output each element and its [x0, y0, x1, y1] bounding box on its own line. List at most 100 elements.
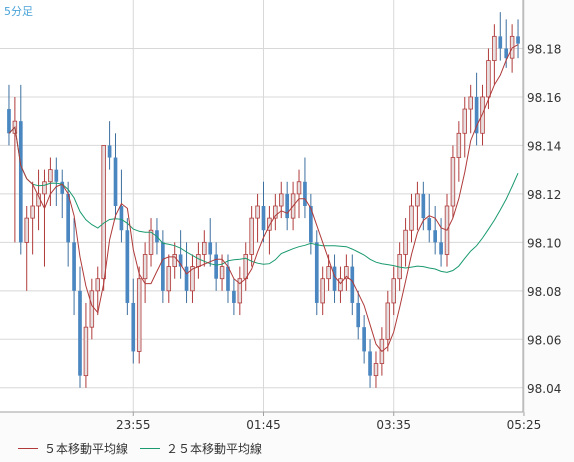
legend-ma5-swatch: [18, 448, 38, 449]
candle-body: [320, 278, 325, 304]
candle-body: [314, 242, 319, 303]
candlestick-chart: 98.04 98.06 98.08 98.10 98.12 98.14 98.16 98.18…: [0, 0, 561, 430]
candle-body: [48, 169, 53, 183]
candle-body: [54, 169, 59, 182]
y-tick-label: 98.10: [527, 236, 561, 250]
candle-body: [332, 266, 337, 291]
candle-body: [60, 181, 65, 194]
candle-body: [439, 242, 443, 255]
candle-body: [113, 157, 118, 206]
candle-body: [373, 363, 379, 377]
candle-body: [468, 96, 473, 110]
candle-body: [95, 278, 100, 292]
x-tick-label: 05:25: [507, 418, 542, 430]
candle-body: [219, 266, 225, 280]
legend: ５本移動平均線 ２５本移動平均線: [0, 430, 574, 462]
candle-body: [101, 145, 106, 280]
candle-body: [326, 266, 331, 280]
candle-body: [208, 242, 213, 255]
candle-body: [66, 193, 70, 243]
candle-body: [385, 302, 391, 340]
candle-body: [450, 157, 456, 207]
timeframe-label: 5分足: [4, 5, 33, 18]
candle-body: [480, 96, 485, 134]
candle-body: [350, 266, 355, 303]
legend-ma5: ５本移動平均線: [18, 440, 128, 457]
candle-body: [303, 181, 307, 206]
candle-body: [136, 278, 142, 352]
candle-body: [190, 266, 195, 292]
candle-body: [125, 230, 130, 303]
candle-body: [433, 230, 438, 243]
candle-body: [273, 205, 278, 219]
candle-body: [232, 290, 236, 303]
candle-body: [119, 206, 124, 231]
y-tick-label: 98.08: [527, 285, 561, 299]
x-tick-label: 01:45: [246, 418, 281, 430]
x-tick-label: 03:35: [376, 418, 411, 430]
candle-body: [296, 181, 302, 195]
candle-body: [214, 254, 218, 279]
candle-body: [338, 278, 343, 292]
candle-body: [72, 242, 76, 291]
candle-body: [7, 109, 11, 134]
y-tick-label: 98.18: [527, 42, 561, 56]
candle-body: [427, 218, 432, 231]
candle-body: [492, 35, 497, 61]
legend-ma25-swatch: [140, 448, 160, 449]
y-tick-label: 98.16: [527, 91, 561, 105]
candle-body: [279, 193, 284, 207]
candle-body: [237, 278, 243, 304]
candle-body: [42, 181, 47, 195]
y-tick-label: 98.06: [527, 333, 561, 347]
candle-body: [285, 193, 290, 219]
y-tick-label: 98.04: [527, 382, 561, 396]
candle-body: [18, 121, 23, 243]
candle-body: [148, 229, 154, 255]
candle-body: [184, 266, 189, 291]
candle-body: [226, 266, 230, 291]
candle-body: [172, 254, 177, 267]
candle-body: [107, 145, 112, 158]
candle-body: [202, 241, 207, 255]
legend-ma25-label: ２５本移動平均線: [166, 442, 263, 456]
candle-body: [142, 254, 148, 280]
ma25-line: [8, 126, 519, 273]
candle-body: [89, 290, 95, 328]
candle-body: [83, 326, 89, 377]
candle-body: [498, 36, 503, 49]
candle-body: [161, 242, 165, 291]
candle-body: [255, 205, 260, 219]
candle-body: [362, 327, 366, 352]
legend-ma25: ２５本移動平均線: [140, 440, 262, 457]
candle-body: [368, 351, 372, 376]
candle-body: [249, 217, 254, 255]
candle-body: [309, 206, 313, 243]
ma5-line: [8, 44, 519, 353]
candle-body: [78, 290, 82, 376]
candle-body: [456, 132, 462, 158]
y-tick-label: 98.14: [527, 139, 561, 153]
x-tick-label: 23:55: [116, 418, 151, 430]
legend-ma5-label: ５本移動平均線: [44, 442, 129, 456]
candle-body: [30, 205, 35, 219]
candle-body: [166, 266, 172, 292]
candle-body: [24, 217, 29, 243]
candle-body: [474, 96, 479, 134]
candle-body: [196, 254, 201, 267]
candle-body: [409, 205, 414, 231]
candle-body: [486, 60, 491, 98]
candle-body: [356, 302, 361, 328]
candle-body: [131, 302, 136, 352]
candle-body: [178, 254, 183, 267]
candle-body: [391, 278, 396, 304]
candle-body: [516, 36, 520, 44]
candle-body: [261, 206, 266, 231]
y-tick-label: 98.12: [527, 188, 561, 202]
candle-body: [421, 193, 426, 219]
candle-body: [267, 217, 272, 231]
candle-body: [415, 193, 420, 207]
candle-body: [344, 266, 349, 280]
candle-body: [462, 108, 467, 134]
